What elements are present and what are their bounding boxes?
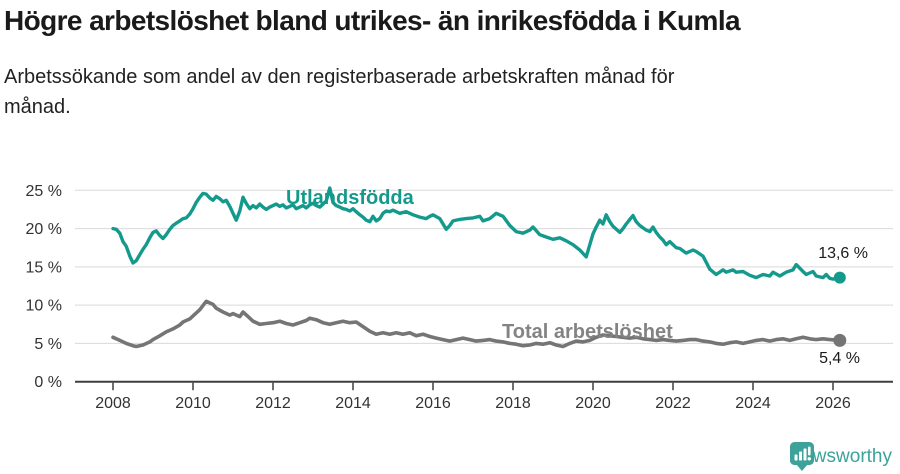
x-tick-label: 2016: [415, 395, 451, 412]
series-layer: [111, 186, 847, 349]
series-label-total-arbetsloshet: Total arbetslöshet: [502, 321, 673, 343]
newsworthy-logo-icon: [789, 442, 814, 471]
newsworthy-brand-text: Newsworthy: [788, 446, 892, 467]
end-point-dot: [833, 333, 847, 347]
newsworthy-brand-link[interactable]: Newsworthy: [789, 441, 892, 473]
x-tick-label: 2022: [655, 395, 691, 412]
x-tick-label: 2010: [175, 395, 211, 412]
x-tick-label: 2020: [575, 395, 611, 412]
x-tick-label: 2014: [335, 395, 371, 412]
x-tick-label: 2024: [735, 395, 771, 412]
end-value-label-total: 5,4 %: [819, 350, 860, 367]
end-value-label-utlandsfodda: 13,6 %: [818, 245, 868, 262]
line-utlandsfodda: [111, 186, 842, 281]
y-tick-label: 15 %: [26, 259, 62, 276]
grid-layer: [75, 189, 893, 344]
end-point-dot: [833, 271, 846, 284]
series-label-utlandsfodda: Utlandsfödda: [286, 187, 415, 209]
x-tick-label: 2012: [255, 395, 291, 412]
x-tick-label: 2008: [95, 395, 131, 412]
page-title: Högre arbetslöshet bland utrikes- än inr…: [4, 5, 741, 36]
x-tick-label: 2026: [815, 395, 851, 412]
y-tick-label: 25 %: [26, 183, 62, 200]
axis-layer: 0 % 5 % 10 % 15 % 20 % 25 % 2008 2010 2012 2014 20…: [26, 183, 893, 412]
chart-subtitle: Arbetssökande som andel av den registerb…: [4, 66, 675, 118]
y-tick-label: 20 %: [26, 221, 62, 238]
x-tick-label: 2018: [495, 395, 531, 412]
line-total-arbetsloshet: [111, 299, 842, 349]
y-tick-label: 10 %: [26, 298, 62, 315]
y-tick-label: 0 %: [34, 374, 62, 391]
y-tick-label: 5 %: [34, 336, 62, 353]
